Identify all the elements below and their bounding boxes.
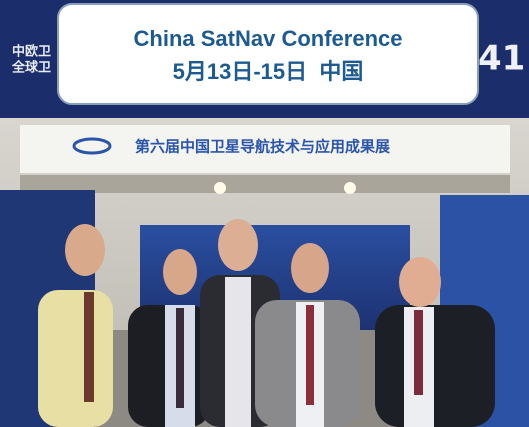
truss: [20, 175, 510, 193]
sign-number: 41: [478, 39, 525, 79]
person-head: [399, 257, 441, 307]
caption-title: China SatNav Conference: [134, 26, 403, 51]
booth-banner: [20, 125, 510, 173]
person-shirt: [38, 290, 113, 427]
tie: [414, 310, 423, 395]
banner-text: 第六届中国卫星导航技术与应用成果展: [135, 138, 390, 156]
caption-box: [57, 3, 479, 105]
tie: [176, 308, 184, 408]
person-head: [163, 249, 197, 295]
shirt: [225, 277, 251, 427]
sign-text: 全球卫: [11, 60, 51, 76]
logo: [72, 137, 112, 155]
person-head: [65, 224, 105, 276]
lamp: [214, 182, 226, 194]
tie: [306, 305, 314, 405]
person-head: [218, 219, 258, 271]
sign-text: 中欧卫: [12, 44, 51, 60]
person-suit: [375, 305, 495, 427]
tie: [84, 292, 94, 402]
lamp: [344, 182, 356, 194]
caption-subtitle: 5月13日-15日 中国: [173, 59, 364, 84]
person-head: [291, 243, 329, 293]
